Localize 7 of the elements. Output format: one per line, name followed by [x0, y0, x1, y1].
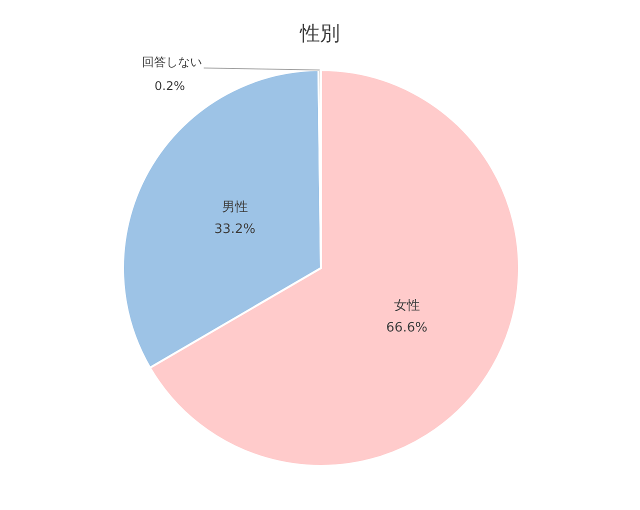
chart-title: 性別	[299, 21, 340, 45]
data-label: 66.6%	[386, 320, 428, 336]
slice-label: 女性	[394, 298, 420, 314]
slice-label: 回答しない	[142, 55, 202, 70]
slice-label: 男性	[222, 200, 248, 216]
data-label: 33.2%	[214, 222, 256, 238]
data-label: 0.2%	[154, 79, 186, 94]
